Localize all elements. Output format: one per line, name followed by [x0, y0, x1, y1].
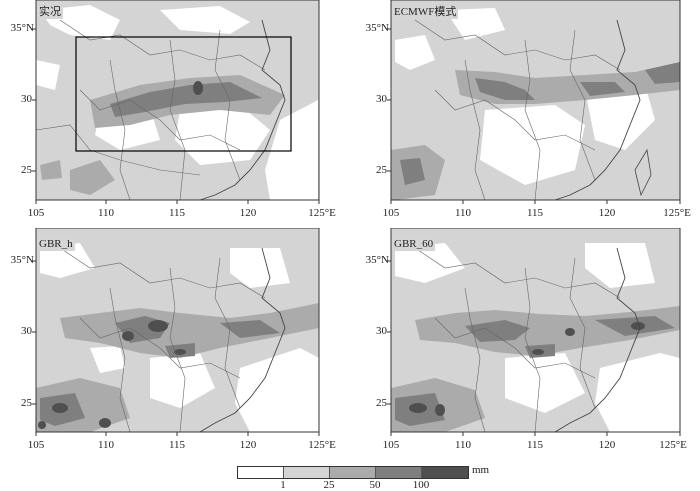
- legend-swatch: [422, 467, 468, 478]
- y-tick-label: 35°N: [365, 254, 389, 266]
- legend-swatch: [376, 467, 422, 478]
- map-panel-observed: 实况 35°N 30 25 105 110 115 120 125°E: [0, 0, 350, 245]
- panel-title: GBR_60: [392, 238, 436, 251]
- panel-title: 实况: [37, 6, 63, 19]
- y-tick-label: 30: [21, 93, 32, 105]
- x-tick-label: 125°E: [659, 439, 687, 451]
- x-tick-label: 125°E: [308, 207, 336, 219]
- precip-map-ecmwf: [387, 0, 681, 204]
- x-tick-label: 120: [239, 439, 257, 451]
- x-tick-label: 115: [526, 207, 544, 219]
- map-panel-gbr-60: GBR_60 35°N 30 25 105 110 115 120 125°E: [355, 228, 700, 463]
- map-panel-ecmwf: ECMWF模式 35°N 30 25 105 110 115 120 125°E: [355, 0, 700, 245]
- legend-label: 100: [412, 479, 430, 491]
- x-tick-label: 105: [382, 439, 400, 451]
- x-tick-label: 120: [598, 207, 616, 219]
- y-tick-label: 25: [21, 397, 32, 409]
- legend-swatch: [284, 467, 330, 478]
- y-tick-label: 35°N: [10, 22, 34, 34]
- y-tick-label: 25: [21, 164, 32, 176]
- x-tick-label: 125°E: [663, 207, 691, 219]
- color-legend: [237, 466, 469, 479]
- legend-unit: mm: [472, 464, 490, 476]
- x-tick-label: 115: [168, 439, 186, 451]
- y-tick-label: 25: [376, 397, 387, 409]
- legend-label: 1: [280, 479, 286, 491]
- precip-map-gbr-60: [387, 228, 681, 436]
- y-tick-label: 35°N: [10, 254, 34, 266]
- x-tick-label: 115: [168, 207, 186, 219]
- legend-label: 50: [369, 479, 381, 491]
- x-tick-label: 120: [598, 439, 616, 451]
- y-tick-label: 30: [376, 325, 387, 337]
- x-tick-label: 105: [382, 207, 400, 219]
- y-tick-label: 25: [376, 164, 387, 176]
- precip-map-gbr-h: [32, 228, 320, 436]
- x-tick-label: 110: [97, 439, 115, 451]
- x-tick-label: 125°E: [308, 439, 336, 451]
- x-tick-label: 105: [27, 207, 45, 219]
- precip-map-observed: [32, 0, 320, 204]
- x-tick-label: 110: [97, 207, 115, 219]
- panel-title: GBR_h: [37, 238, 75, 251]
- legend-swatch: [330, 467, 376, 478]
- x-tick-label: 110: [454, 207, 472, 219]
- y-tick-label: 30: [376, 93, 387, 105]
- map-panel-gbr-h: GBR_h 35°N 30 25 105 110 115 120 125°E: [0, 228, 350, 463]
- legend-label: 25: [323, 479, 335, 491]
- legend-swatch: [238, 467, 284, 478]
- panel-title: ECMWF模式: [392, 6, 459, 19]
- y-tick-label: 35°N: [365, 22, 389, 34]
- x-tick-label: 105: [27, 439, 45, 451]
- y-tick-label: 30: [21, 325, 32, 337]
- x-tick-label: 115: [526, 439, 544, 451]
- x-tick-label: 110: [454, 439, 472, 451]
- x-tick-label: 120: [239, 207, 257, 219]
